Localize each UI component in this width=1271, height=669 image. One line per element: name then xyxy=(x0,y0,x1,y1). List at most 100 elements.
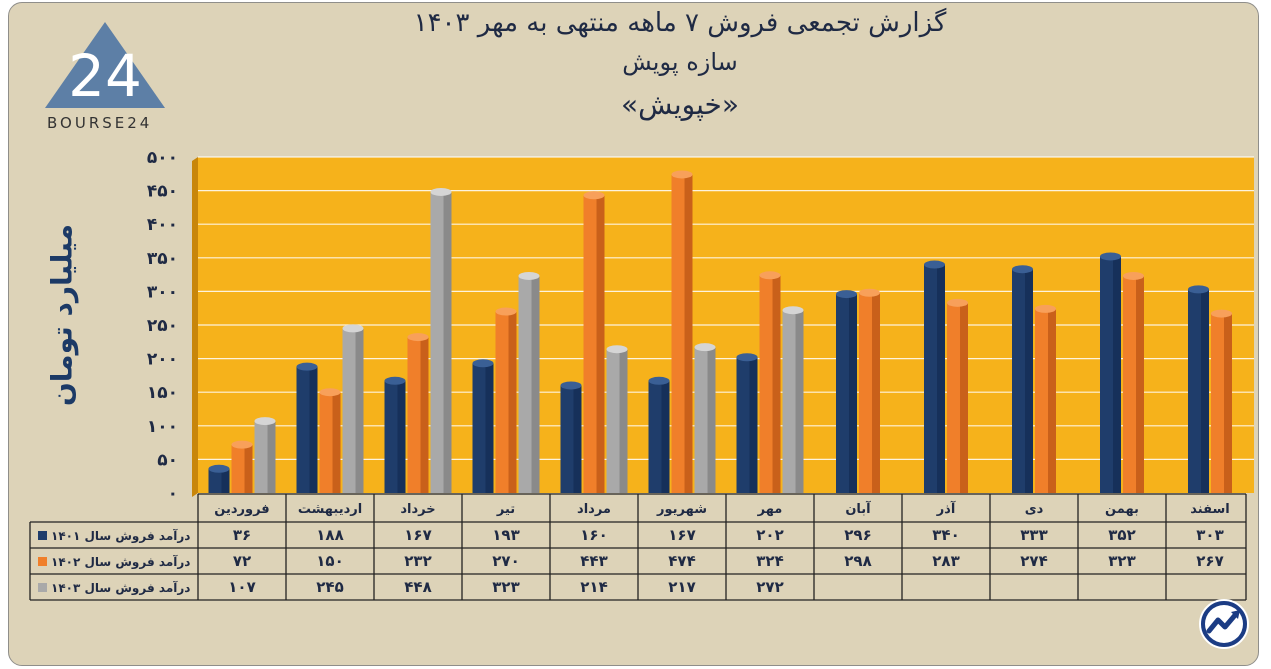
bar xyxy=(407,333,429,493)
table-value: ۳۴۰ xyxy=(932,526,959,544)
bar xyxy=(671,170,693,494)
bar xyxy=(859,288,880,493)
bar xyxy=(430,187,452,493)
chart-title: گزارش تجمعی فروش ۷ ماهه منتهی به مهر ۱۴۰… xyxy=(413,8,947,38)
table-value: ۷۲ xyxy=(233,552,251,570)
legend-series-name: درآمد فروش سال ۱۴۰۱ xyxy=(51,528,190,544)
table-value: ۲۹۸ xyxy=(844,552,871,570)
table-value: ۴۴۳ xyxy=(580,552,607,570)
table-value: ۲۶۷ xyxy=(1196,552,1223,570)
table-value: ۱۵۰ xyxy=(316,552,343,570)
bar xyxy=(1100,252,1121,493)
table-value: ۳۰۳ xyxy=(1196,526,1223,544)
bar xyxy=(208,464,230,493)
x-category-label: تیر xyxy=(496,502,515,517)
table-value: ۲۷۰ xyxy=(492,552,519,570)
table-value: ۲۷۲ xyxy=(756,578,783,596)
bar xyxy=(583,191,605,493)
table-value: ۲۸۳ xyxy=(932,552,959,570)
bourse24-logo: 24 xyxy=(45,22,165,110)
table-value: ۱۹۳ xyxy=(492,526,519,544)
table-value: ۲۳۲ xyxy=(404,552,431,570)
x-category-label: بهمن xyxy=(1105,502,1139,517)
y-tick-label: ۵۰۰ xyxy=(147,148,178,168)
table-value: ۳۲۴ xyxy=(756,552,783,570)
legend-swatch xyxy=(38,557,47,566)
table-value: ۱۶۷ xyxy=(404,526,431,544)
plot-side-wall xyxy=(192,157,198,497)
x-category-label: فروردین xyxy=(214,502,269,517)
bar xyxy=(1012,265,1033,493)
table-value: ۲۱۴ xyxy=(580,578,607,596)
bar xyxy=(495,307,517,493)
table-value: ۱۸۸ xyxy=(316,526,343,544)
y-tick-label: ۱۵۰ xyxy=(147,383,178,403)
table-value: ۲۰۲ xyxy=(756,526,783,544)
table-value: ۱۰۷ xyxy=(228,578,255,596)
x-category-label: اسفند xyxy=(1190,502,1229,517)
bar xyxy=(736,353,758,493)
x-category-label: اردیبهشت xyxy=(298,502,362,517)
bar xyxy=(606,345,628,493)
x-category-label: آذر xyxy=(936,500,956,517)
bar xyxy=(759,271,781,493)
bar xyxy=(1188,285,1209,493)
y-tick-label: ۱۰۰ xyxy=(147,417,178,437)
x-category-label: شهریور xyxy=(656,502,707,517)
x-category-label: مهر xyxy=(757,502,783,517)
x-category-label: دی xyxy=(1025,502,1044,517)
bar xyxy=(472,359,494,493)
logo-mark: 24 xyxy=(68,42,142,110)
bar xyxy=(694,343,716,493)
bar xyxy=(254,417,276,493)
table-value: ۳۶ xyxy=(233,526,251,544)
table-value: ۳۲۳ xyxy=(492,578,519,596)
bar xyxy=(947,298,968,493)
legend-series-name: درآمد فروش سال ۱۴۰۳ xyxy=(51,580,190,596)
bar xyxy=(231,440,253,493)
table-value: ۲۴۵ xyxy=(316,578,343,596)
logo-text: BOURSE24 xyxy=(47,114,153,132)
bar xyxy=(342,324,364,493)
bar xyxy=(836,290,857,493)
legend-swatch xyxy=(38,583,47,592)
trend-logo-icon xyxy=(1199,599,1249,649)
bar xyxy=(296,362,318,493)
company-name: سازه پویش xyxy=(622,48,738,76)
table-value: ۳۲۳ xyxy=(1108,552,1135,570)
y-tick-label: ۴۰۰ xyxy=(147,215,178,235)
bar xyxy=(518,271,540,493)
y-tick-label: ۲۵۰ xyxy=(147,316,178,336)
bar xyxy=(560,381,582,493)
legend-swatch xyxy=(38,531,47,540)
bar xyxy=(1211,309,1232,493)
table-value: ۳۵۲ xyxy=(1108,526,1135,544)
y-tick-label: ۰ xyxy=(168,484,178,504)
table-value: ۱۶۷ xyxy=(668,526,695,544)
ticker-symbol: «خپویش» xyxy=(621,88,739,121)
table-value: ۴۷۴ xyxy=(668,552,695,570)
y-tick-label: ۵۰ xyxy=(157,450,178,470)
table-value: ۲۹۶ xyxy=(844,526,871,544)
table-value: ۳۳۳ xyxy=(1020,526,1047,544)
bar xyxy=(384,376,406,493)
table-value: ۱۶۰ xyxy=(580,526,607,544)
bar xyxy=(1035,304,1056,493)
bar xyxy=(1123,271,1144,493)
table-value: ۲۷۴ xyxy=(1020,552,1047,570)
y-tick-label: ۳۰۰ xyxy=(147,282,178,302)
bar xyxy=(648,376,670,493)
table-value: ۲۱۷ xyxy=(668,578,695,596)
y-tick-label: ۲۰۰ xyxy=(147,350,178,370)
bar xyxy=(782,306,804,493)
bar xyxy=(924,260,945,493)
table-value: ۴۴۸ xyxy=(404,578,431,596)
y-tick-label: ۳۵۰ xyxy=(147,249,178,269)
x-category-label: آبان xyxy=(845,500,871,517)
bar xyxy=(319,388,341,493)
x-category-label: مرداد xyxy=(577,502,611,517)
y-tick-label: ۴۵۰ xyxy=(147,182,178,202)
legend-series-name: درآمد فروش سال ۱۴۰۲ xyxy=(51,554,190,570)
x-category-label: خرداد xyxy=(400,502,435,517)
